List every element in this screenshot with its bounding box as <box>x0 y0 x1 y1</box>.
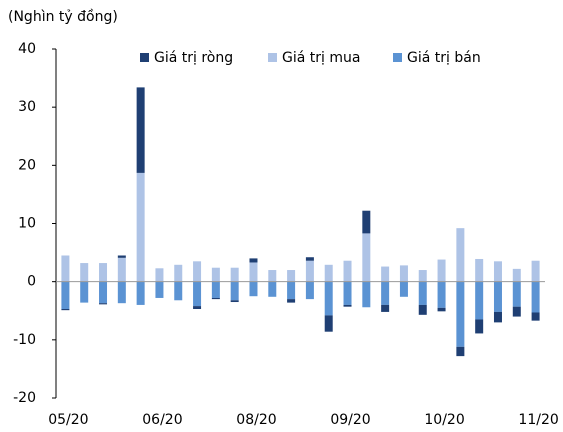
bar <box>268 270 277 282</box>
bar <box>437 281 446 308</box>
bar <box>80 281 89 303</box>
bar <box>99 303 108 305</box>
bar <box>155 268 164 282</box>
bar <box>531 281 540 313</box>
bar <box>155 281 164 298</box>
bar <box>117 281 126 304</box>
bar <box>381 281 390 305</box>
bar <box>211 267 220 282</box>
bar <box>174 281 183 301</box>
bar <box>456 281 465 347</box>
bar <box>399 281 408 297</box>
legend-label: Giá trị bán <box>407 50 481 66</box>
bar <box>249 262 258 282</box>
bar <box>362 233 371 282</box>
bar <box>362 281 371 308</box>
y-tick-label: -10 <box>13 332 36 348</box>
bar <box>230 300 239 303</box>
bar <box>456 346 465 357</box>
legend-swatch <box>140 53 149 62</box>
bar <box>437 307 446 312</box>
bar <box>211 281 220 298</box>
bar <box>493 261 502 282</box>
y-tick-label: 30 <box>18 99 36 115</box>
bar <box>324 315 333 332</box>
bar <box>324 281 333 316</box>
bar <box>456 228 465 282</box>
bar <box>305 257 314 261</box>
bar <box>61 255 70 282</box>
bar <box>249 258 258 263</box>
bar <box>512 306 521 317</box>
bar <box>493 311 502 323</box>
bar <box>475 281 484 320</box>
bar <box>418 281 427 305</box>
x-tick-label: 05/20 <box>48 412 88 428</box>
bar <box>305 260 314 282</box>
legend-label: Giá trị ròng <box>154 50 233 66</box>
bar <box>287 270 296 282</box>
bar <box>174 264 183 282</box>
bar <box>305 281 314 300</box>
y-axis-label: (Nghìn tỷ đồng) <box>8 8 118 25</box>
bar <box>193 261 202 282</box>
bar <box>230 281 239 301</box>
legend-swatch <box>268 53 277 62</box>
bar <box>381 304 390 312</box>
bar <box>475 258 484 282</box>
bar <box>136 172 145 282</box>
bar <box>418 304 427 315</box>
y-tick-label: -20 <box>13 390 36 406</box>
bar <box>117 255 126 258</box>
bar <box>399 265 408 282</box>
bar <box>193 306 202 310</box>
y-tick-label: 0 <box>27 274 36 290</box>
bar <box>475 319 484 334</box>
bar <box>99 281 108 304</box>
bar <box>362 210 371 234</box>
x-tick-label: 11/20 <box>518 412 558 428</box>
legend-swatch <box>393 53 402 62</box>
bar <box>136 87 145 173</box>
bar <box>343 281 352 305</box>
bar <box>211 297 220 300</box>
legend-label: Giá trị mua <box>282 50 360 66</box>
bar <box>287 299 296 303</box>
bar <box>343 304 352 307</box>
x-tick-label: 06/20 <box>142 412 182 428</box>
bar <box>381 266 390 282</box>
bar <box>80 263 89 282</box>
bar <box>136 281 145 305</box>
bar <box>61 309 70 311</box>
bar <box>531 312 540 321</box>
bar <box>512 268 521 282</box>
bar <box>193 281 202 307</box>
bar <box>324 264 333 282</box>
y-tick-label: 20 <box>18 157 36 173</box>
bar <box>437 259 446 282</box>
bar <box>343 260 352 282</box>
bar <box>268 281 277 297</box>
x-tick-label: 08/20 <box>236 412 276 428</box>
bar <box>230 267 239 282</box>
bar <box>512 281 521 307</box>
bar <box>117 257 126 282</box>
y-tick-label: 10 <box>18 216 36 232</box>
bar <box>531 260 540 282</box>
bar <box>249 281 258 297</box>
x-tick-label: 10/20 <box>424 412 464 428</box>
bar <box>418 270 427 282</box>
bar <box>493 281 502 312</box>
bar <box>61 281 70 310</box>
bar <box>99 263 108 282</box>
x-tick-label: 09/20 <box>330 412 370 428</box>
bar <box>287 281 296 300</box>
y-tick-label: 40 <box>18 41 36 57</box>
